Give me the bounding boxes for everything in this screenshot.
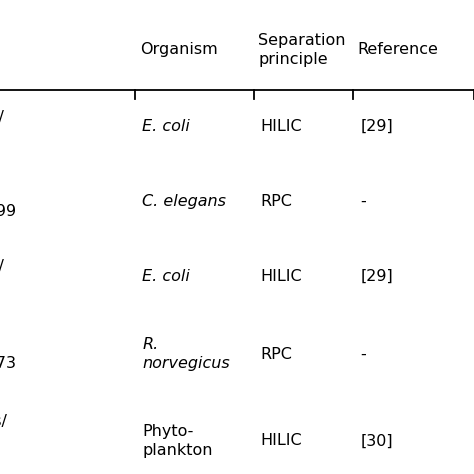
Text: tabolomics/
rkbench
001514: tabolomics/ rkbench 001514	[0, 414, 8, 467]
Text: R.
norvegicus: R. norvegicus	[142, 337, 230, 372]
Text: RPC: RPC	[261, 347, 292, 362]
Text: HILIC: HILIC	[261, 433, 302, 448]
Text: Organism: Organism	[140, 42, 218, 57]
Text: taboLights/
BLS464: taboLights/ BLS464	[0, 259, 5, 293]
Text: RPC: RPC	[261, 194, 292, 209]
Text: ssIVE/
V000083073: ssIVE/ V000083073	[0, 337, 17, 372]
Text: Reference: Reference	[358, 42, 439, 57]
Text: taboLights/
BLS464: taboLights/ BLS464	[0, 109, 5, 144]
Text: HILIC: HILIC	[261, 119, 302, 134]
Text: E. coli: E. coli	[142, 269, 190, 283]
Text: [29]: [29]	[360, 269, 393, 283]
Text: Separation
principle: Separation principle	[258, 33, 346, 66]
Text: -: -	[360, 194, 366, 209]
Text: [30]: [30]	[360, 433, 393, 448]
Text: HILIC: HILIC	[261, 269, 302, 283]
Text: Phyto-
plankton: Phyto- plankton	[142, 424, 213, 458]
Text: -: -	[360, 347, 366, 362]
Text: [29]: [29]	[360, 119, 393, 134]
Text: C. elegans: C. elegans	[142, 194, 226, 209]
Text: E. coli: E. coli	[142, 119, 190, 134]
Text: ssIVE/
V000086399: ssIVE/ V000086399	[0, 184, 17, 219]
